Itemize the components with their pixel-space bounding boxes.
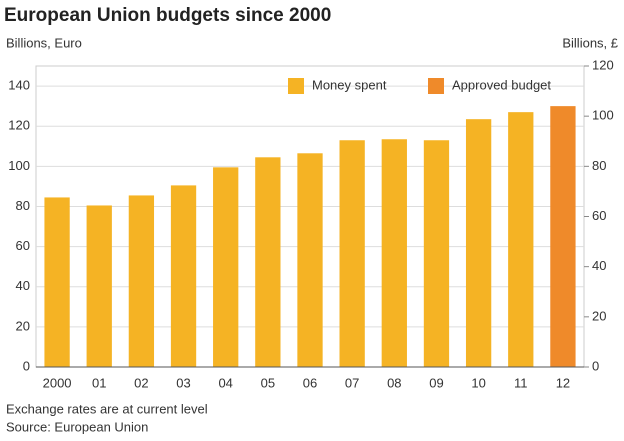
x-tick-label: 01 (92, 375, 106, 390)
x-tick-label: 09 (429, 375, 443, 390)
note: Exchange rates are at current level (6, 401, 208, 416)
y2-tick-label: 120 (592, 57, 614, 72)
bar (508, 112, 534, 367)
bar (255, 157, 281, 367)
legend-swatch (288, 78, 304, 94)
y2-tick-label: 80 (592, 158, 606, 173)
bar (213, 167, 239, 367)
x-tick-label: 05 (261, 375, 275, 390)
x-tick-label: 12 (556, 375, 570, 390)
y2-tick-label: 60 (592, 208, 606, 223)
bar (381, 139, 407, 367)
y-tick-label: 0 (23, 358, 30, 373)
x-tick-label: 2000 (43, 375, 72, 390)
y2-tick-label: 100 (592, 108, 614, 123)
x-tick-label: 04 (218, 375, 232, 390)
y-tick-label: 140 (8, 78, 30, 93)
x-tick-label: 03 (176, 375, 190, 390)
y-tick-label: 120 (8, 118, 30, 133)
x-tick-label: 07 (345, 375, 359, 390)
x-tick-label: 10 (471, 375, 485, 390)
x-tick-label: 06 (303, 375, 317, 390)
bar (465, 119, 492, 367)
y-tick-label: 80 (16, 198, 30, 213)
y-tick-label: 60 (16, 238, 30, 253)
x-tick-label: 08 (387, 375, 401, 390)
bar (423, 140, 450, 367)
bar (128, 195, 155, 367)
y-tick-label: 20 (16, 318, 30, 333)
y2-tick-label: 40 (592, 258, 606, 273)
legend-label: Money spent (312, 77, 387, 92)
y2-axis-label: Billions, £ (562, 35, 618, 50)
y-tick-label: 40 (16, 278, 30, 293)
bar (339, 140, 365, 367)
bar (550, 106, 576, 367)
y2-tick-label: 0 (592, 358, 599, 373)
x-tick-label: 11 (514, 375, 528, 390)
note: Source: European Union (6, 419, 148, 434)
bar (297, 153, 323, 367)
legend-swatch (428, 78, 444, 94)
bar (44, 197, 70, 367)
bar (86, 205, 112, 367)
y2-tick-label: 20 (592, 308, 606, 323)
chart-title: European Union budgets since 2000 (4, 5, 331, 26)
x-tick-label: 02 (134, 375, 148, 390)
bar (170, 185, 197, 367)
legend-label: Approved budget (452, 77, 551, 92)
y-tick-label: 100 (8, 158, 30, 173)
y-axis-label: Billions, Euro (6, 35, 82, 50)
